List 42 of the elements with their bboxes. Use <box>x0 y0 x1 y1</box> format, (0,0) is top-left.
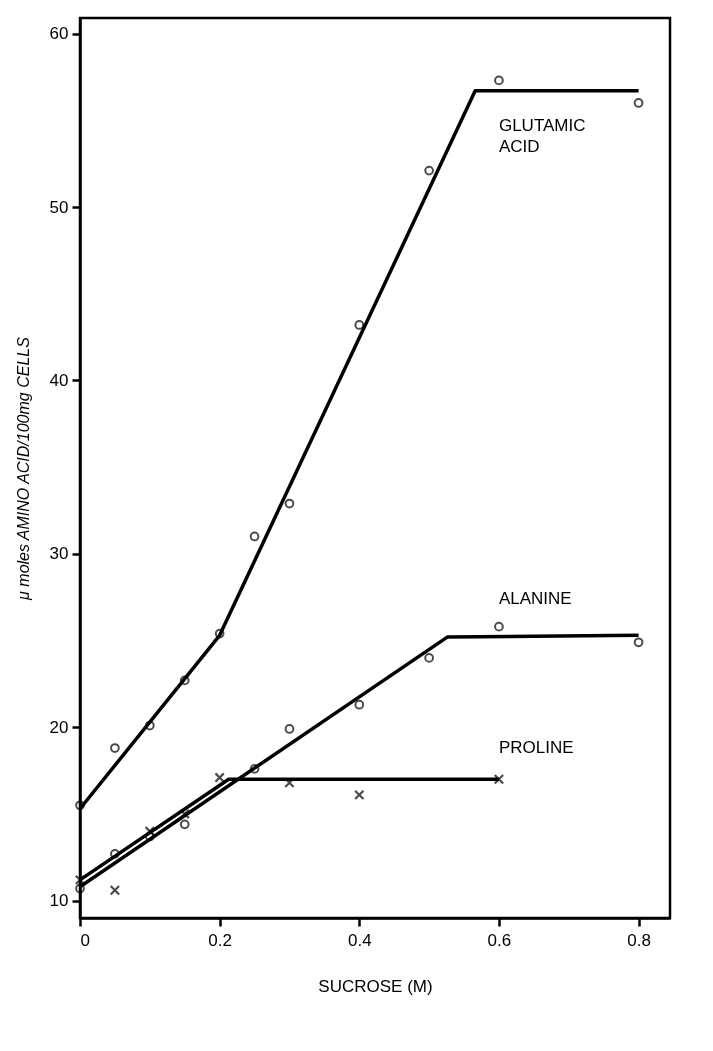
point <box>144 720 155 731</box>
point <box>354 789 365 801</box>
y-tick-label: 30 <box>49 544 69 564</box>
point <box>494 75 504 86</box>
y-axis-title: μ moles AMINO ACID/100mg CELLS <box>14 336 32 601</box>
series-label: PROLINE <box>498 738 574 758</box>
y-tick-label: 20 <box>49 717 69 737</box>
point <box>284 498 295 509</box>
y-tick-label: 10 <box>49 891 69 911</box>
point <box>494 621 504 632</box>
point <box>179 675 190 686</box>
point <box>284 777 295 789</box>
point <box>424 165 434 176</box>
point <box>75 883 85 894</box>
x-tick-label: 0.6 <box>487 930 512 950</box>
series-label: GLUTAMIC ACID <box>498 116 586 157</box>
point <box>354 699 365 710</box>
point <box>493 773 505 785</box>
point <box>214 772 225 783</box>
y-tick-label: 40 <box>49 370 69 390</box>
x-tick-label: 0.4 <box>347 930 372 950</box>
point <box>75 800 85 811</box>
series-label: ALANINE <box>498 588 572 608</box>
point <box>110 743 120 753</box>
y-tick-label: 60 <box>49 24 69 44</box>
point <box>249 764 260 774</box>
y-tick-label: 50 <box>49 197 69 217</box>
point <box>633 637 644 648</box>
point <box>424 653 434 663</box>
point <box>214 628 225 639</box>
x-tick-label: 0.2 <box>208 930 232 950</box>
x-tick-label: 0.8 <box>627 930 651 950</box>
point <box>110 848 120 859</box>
point <box>144 826 156 837</box>
point <box>284 724 295 734</box>
point <box>633 98 644 108</box>
point <box>249 531 260 542</box>
x-axis-title: SUCROSE (M) <box>318 976 433 996</box>
point <box>109 884 121 896</box>
x-tick-label: 0 <box>80 930 90 950</box>
point <box>354 320 365 330</box>
point <box>179 819 190 830</box>
